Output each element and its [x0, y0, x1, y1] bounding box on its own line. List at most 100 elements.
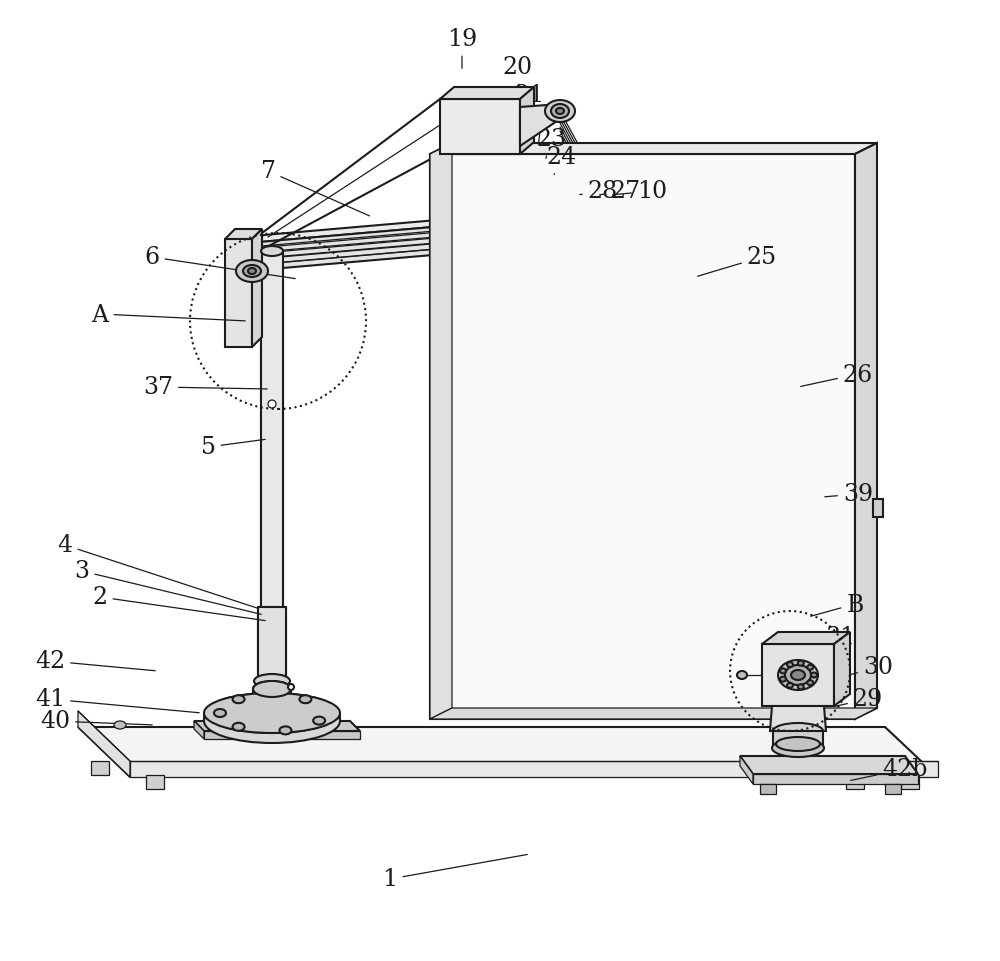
Polygon shape [520, 105, 560, 147]
Text: 21: 21 [515, 84, 545, 125]
Polygon shape [762, 644, 834, 706]
Polygon shape [760, 784, 776, 794]
Polygon shape [146, 776, 164, 789]
Ellipse shape [268, 401, 276, 408]
Ellipse shape [737, 672, 747, 679]
Ellipse shape [556, 109, 564, 115]
Polygon shape [762, 632, 850, 644]
Ellipse shape [791, 671, 805, 680]
Text: 19: 19 [447, 29, 477, 69]
Text: 5: 5 [201, 436, 265, 459]
Text: 42b: 42b [851, 757, 928, 780]
Ellipse shape [773, 724, 823, 739]
Text: 10: 10 [613, 181, 667, 204]
Ellipse shape [253, 702, 291, 717]
Ellipse shape [798, 684, 804, 690]
Text: 7: 7 [261, 160, 369, 216]
Text: 41: 41 [35, 688, 199, 713]
Ellipse shape [785, 665, 811, 685]
Text: 42: 42 [35, 650, 155, 673]
Polygon shape [194, 722, 204, 739]
Text: 2: 2 [92, 586, 265, 621]
Ellipse shape [243, 266, 261, 278]
Ellipse shape [233, 696, 245, 703]
Text: 22: 22 [527, 107, 557, 145]
Polygon shape [204, 731, 360, 739]
Ellipse shape [787, 662, 793, 667]
Polygon shape [78, 727, 938, 777]
Text: A: A [92, 303, 245, 326]
Polygon shape [740, 756, 753, 784]
Ellipse shape [780, 669, 786, 674]
Polygon shape [834, 632, 850, 706]
Polygon shape [430, 144, 452, 719]
Ellipse shape [776, 737, 820, 752]
Polygon shape [430, 708, 877, 719]
Polygon shape [253, 689, 291, 709]
Ellipse shape [204, 700, 340, 743]
Polygon shape [846, 776, 864, 789]
Text: 30: 30 [845, 655, 893, 678]
Polygon shape [440, 100, 520, 155]
Polygon shape [261, 252, 283, 607]
Ellipse shape [204, 693, 340, 733]
Polygon shape [873, 500, 883, 517]
Ellipse shape [807, 680, 813, 685]
Ellipse shape [253, 681, 291, 698]
Polygon shape [618, 204, 634, 239]
Ellipse shape [261, 247, 283, 257]
Polygon shape [901, 776, 919, 789]
Polygon shape [258, 607, 286, 681]
Polygon shape [91, 761, 109, 776]
Polygon shape [740, 756, 918, 775]
Ellipse shape [798, 661, 804, 666]
Polygon shape [194, 722, 360, 731]
Ellipse shape [206, 693, 338, 733]
Text: 39: 39 [825, 483, 873, 506]
Text: 3: 3 [75, 560, 261, 615]
Polygon shape [440, 87, 534, 100]
Text: 27: 27 [601, 181, 641, 204]
Polygon shape [430, 155, 855, 719]
Text: 26: 26 [801, 363, 873, 387]
Ellipse shape [772, 739, 824, 757]
Ellipse shape [780, 677, 786, 682]
Ellipse shape [254, 675, 290, 688]
Ellipse shape [288, 684, 294, 690]
Polygon shape [520, 87, 534, 155]
Text: 29: 29 [835, 688, 883, 711]
Ellipse shape [313, 717, 325, 725]
Ellipse shape [233, 723, 245, 731]
Polygon shape [225, 230, 262, 239]
Polygon shape [78, 711, 130, 777]
Polygon shape [225, 239, 252, 348]
Text: 31: 31 [808, 626, 855, 649]
Ellipse shape [545, 101, 575, 123]
Polygon shape [753, 775, 918, 784]
Polygon shape [855, 144, 877, 719]
Text: 24: 24 [547, 146, 577, 175]
Polygon shape [885, 784, 901, 794]
Text: 25: 25 [698, 246, 777, 277]
Polygon shape [250, 252, 252, 272]
Text: 4: 4 [57, 534, 257, 608]
Text: 20: 20 [503, 57, 533, 105]
Ellipse shape [236, 260, 268, 283]
Ellipse shape [214, 709, 226, 717]
Ellipse shape [807, 665, 813, 670]
Text: B: B [811, 593, 864, 617]
Ellipse shape [114, 722, 126, 729]
Polygon shape [248, 204, 634, 244]
Polygon shape [252, 230, 262, 348]
Ellipse shape [253, 681, 291, 698]
Ellipse shape [811, 673, 817, 678]
Text: 23: 23 [537, 129, 567, 160]
Text: 28: 28 [580, 181, 618, 204]
Polygon shape [773, 731, 823, 749]
Ellipse shape [299, 696, 311, 703]
Ellipse shape [787, 683, 793, 688]
Ellipse shape [279, 727, 291, 734]
Polygon shape [430, 144, 877, 155]
Ellipse shape [778, 660, 818, 690]
Polygon shape [770, 706, 826, 731]
